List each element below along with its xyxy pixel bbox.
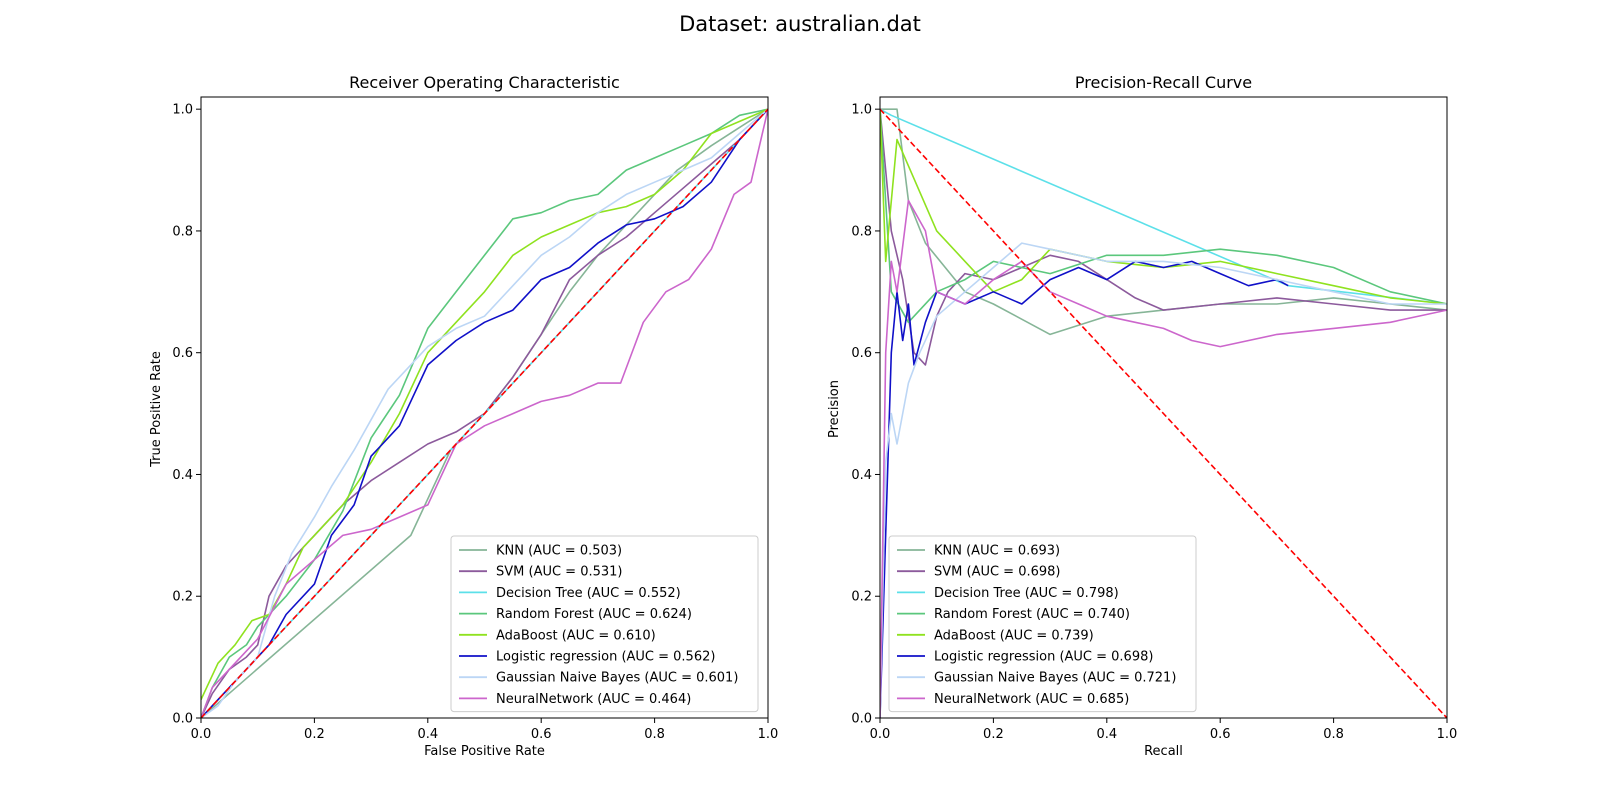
pr-plot-area bbox=[880, 108, 1447, 718]
roc-x-tick-label: 1.0 bbox=[758, 727, 779, 742]
roc-x-tick-label: 0.2 bbox=[304, 727, 325, 742]
roc-y-tick-label: 1.0 bbox=[172, 103, 193, 118]
pr-legend-label: NeuralNetwork (AUC = 0.685) bbox=[934, 692, 1129, 707]
roc-legend-label: NeuralNetwork (AUC = 0.464) bbox=[496, 692, 691, 707]
roc-legend-label: Decision Tree (AUC = 0.552) bbox=[496, 586, 681, 601]
figure-title: Dataset: australian.dat bbox=[679, 12, 921, 36]
roc-panel: Receiver Operating Characteristic False … bbox=[149, 73, 778, 759]
roc-y-tick-label: 0.0 bbox=[172, 712, 193, 727]
pr-x-tick-label: 1.0 bbox=[1437, 727, 1458, 742]
roc-legend-box bbox=[450, 535, 759, 713]
pr-series-line-3 bbox=[880, 108, 1447, 305]
pr-x-axis-label: Recall bbox=[1144, 744, 1183, 759]
pr-y-tick-label: 0.0 bbox=[851, 712, 872, 727]
pr-series-line-7 bbox=[880, 242, 1447, 718]
roc-plot-area bbox=[201, 108, 768, 718]
pr-y-axis-label: Precision bbox=[827, 380, 842, 438]
pr-y-tick-label: 1.0 bbox=[851, 103, 872, 118]
roc-x-axis-label: False Positive Rate bbox=[424, 744, 545, 759]
pr-legend-label: Decision Tree (AUC = 0.798) bbox=[934, 586, 1119, 601]
pr-y-tick-label: 0.2 bbox=[851, 590, 872, 605]
roc-legend-label: Gaussian Naive Bayes (AUC = 0.601) bbox=[496, 671, 738, 686]
roc-series-line-4 bbox=[201, 108, 768, 718]
roc-series-line-2 bbox=[201, 108, 768, 718]
pr-legend-label: Gaussian Naive Bayes (AUC = 0.721) bbox=[934, 671, 1176, 686]
roc-x-tick-label: 0.6 bbox=[531, 727, 552, 742]
roc-x-tick-label: 0.4 bbox=[417, 727, 438, 742]
pr-x-tick-label: 0.2 bbox=[983, 727, 1004, 742]
pr-y-tick-label: 0.8 bbox=[851, 224, 872, 239]
roc-series-line-8 bbox=[201, 109, 768, 718]
pr-x-tick-label: 0.8 bbox=[1323, 727, 1344, 742]
roc-title: Receiver Operating Characteristic bbox=[349, 73, 620, 92]
roc-legend-label: KNN (AUC = 0.503) bbox=[496, 544, 622, 559]
pr-series-line-8 bbox=[880, 199, 1447, 718]
pr-legend-label: Random Forest (AUC = 0.740) bbox=[934, 607, 1130, 622]
pr-panel: Precision-Recall Curve Recall Precision … bbox=[827, 73, 1457, 759]
roc-y-tick-label: 0.2 bbox=[172, 590, 193, 605]
pr-x-tick-label: 0.4 bbox=[1096, 727, 1117, 742]
roc-y-axis-label: True Positive Rate bbox=[149, 351, 164, 468]
pr-series-line-6 bbox=[880, 260, 1289, 718]
roc-series-line-7 bbox=[201, 108, 768, 718]
pr-x-tick-label: 0.6 bbox=[1210, 727, 1231, 742]
roc-legend: KNN (AUC = 0.503) SVM (AUC = 0.531) Decisi… bbox=[450, 535, 759, 713]
pr-legend: KNN (AUC = 0.693) SVM (AUC = 0.698) Decisi… bbox=[888, 535, 1197, 713]
pr-series-line-5 bbox=[880, 109, 1447, 305]
roc-y-tick-label: 0.4 bbox=[172, 468, 193, 483]
pr-title: Precision-Recall Curve bbox=[1075, 73, 1252, 92]
pr-axes-frame bbox=[879, 96, 1448, 719]
roc-y-tick-label: 0.8 bbox=[172, 224, 193, 239]
pr-series-line-1 bbox=[880, 108, 1447, 336]
roc-legend-label: Random Forest (AUC = 0.624) bbox=[496, 607, 692, 622]
roc-reference-line bbox=[201, 108, 768, 718]
pr-reference-line bbox=[880, 108, 1447, 718]
roc-legend-label: SVM (AUC = 0.531) bbox=[496, 565, 623, 580]
roc-x-tick-label: 0.0 bbox=[191, 727, 212, 742]
pr-legend-label: KNN (AUC = 0.693) bbox=[934, 544, 1060, 559]
pr-legend-label: SVM (AUC = 0.698) bbox=[934, 565, 1061, 580]
pr-y-tick-label: 0.6 bbox=[851, 346, 872, 361]
roc-legend-label: Logistic regression (AUC = 0.562) bbox=[496, 650, 715, 665]
roc-legend-label: AdaBoost (AUC = 0.610) bbox=[496, 628, 656, 643]
pr-legend-box bbox=[888, 535, 1197, 713]
pr-series-line-4 bbox=[880, 109, 1447, 324]
roc-x-tick-label: 0.8 bbox=[644, 727, 665, 742]
pr-legend-label: AdaBoost (AUC = 0.739) bbox=[934, 628, 1094, 643]
pr-x-tick-label: 0.0 bbox=[870, 727, 891, 742]
roc-axes-frame bbox=[200, 96, 769, 719]
pr-legend-label: Logistic regression (AUC = 0.698) bbox=[934, 650, 1153, 665]
roc-y-tick-label: 0.6 bbox=[172, 346, 193, 361]
pr-y-tick-label: 0.4 bbox=[851, 468, 872, 483]
